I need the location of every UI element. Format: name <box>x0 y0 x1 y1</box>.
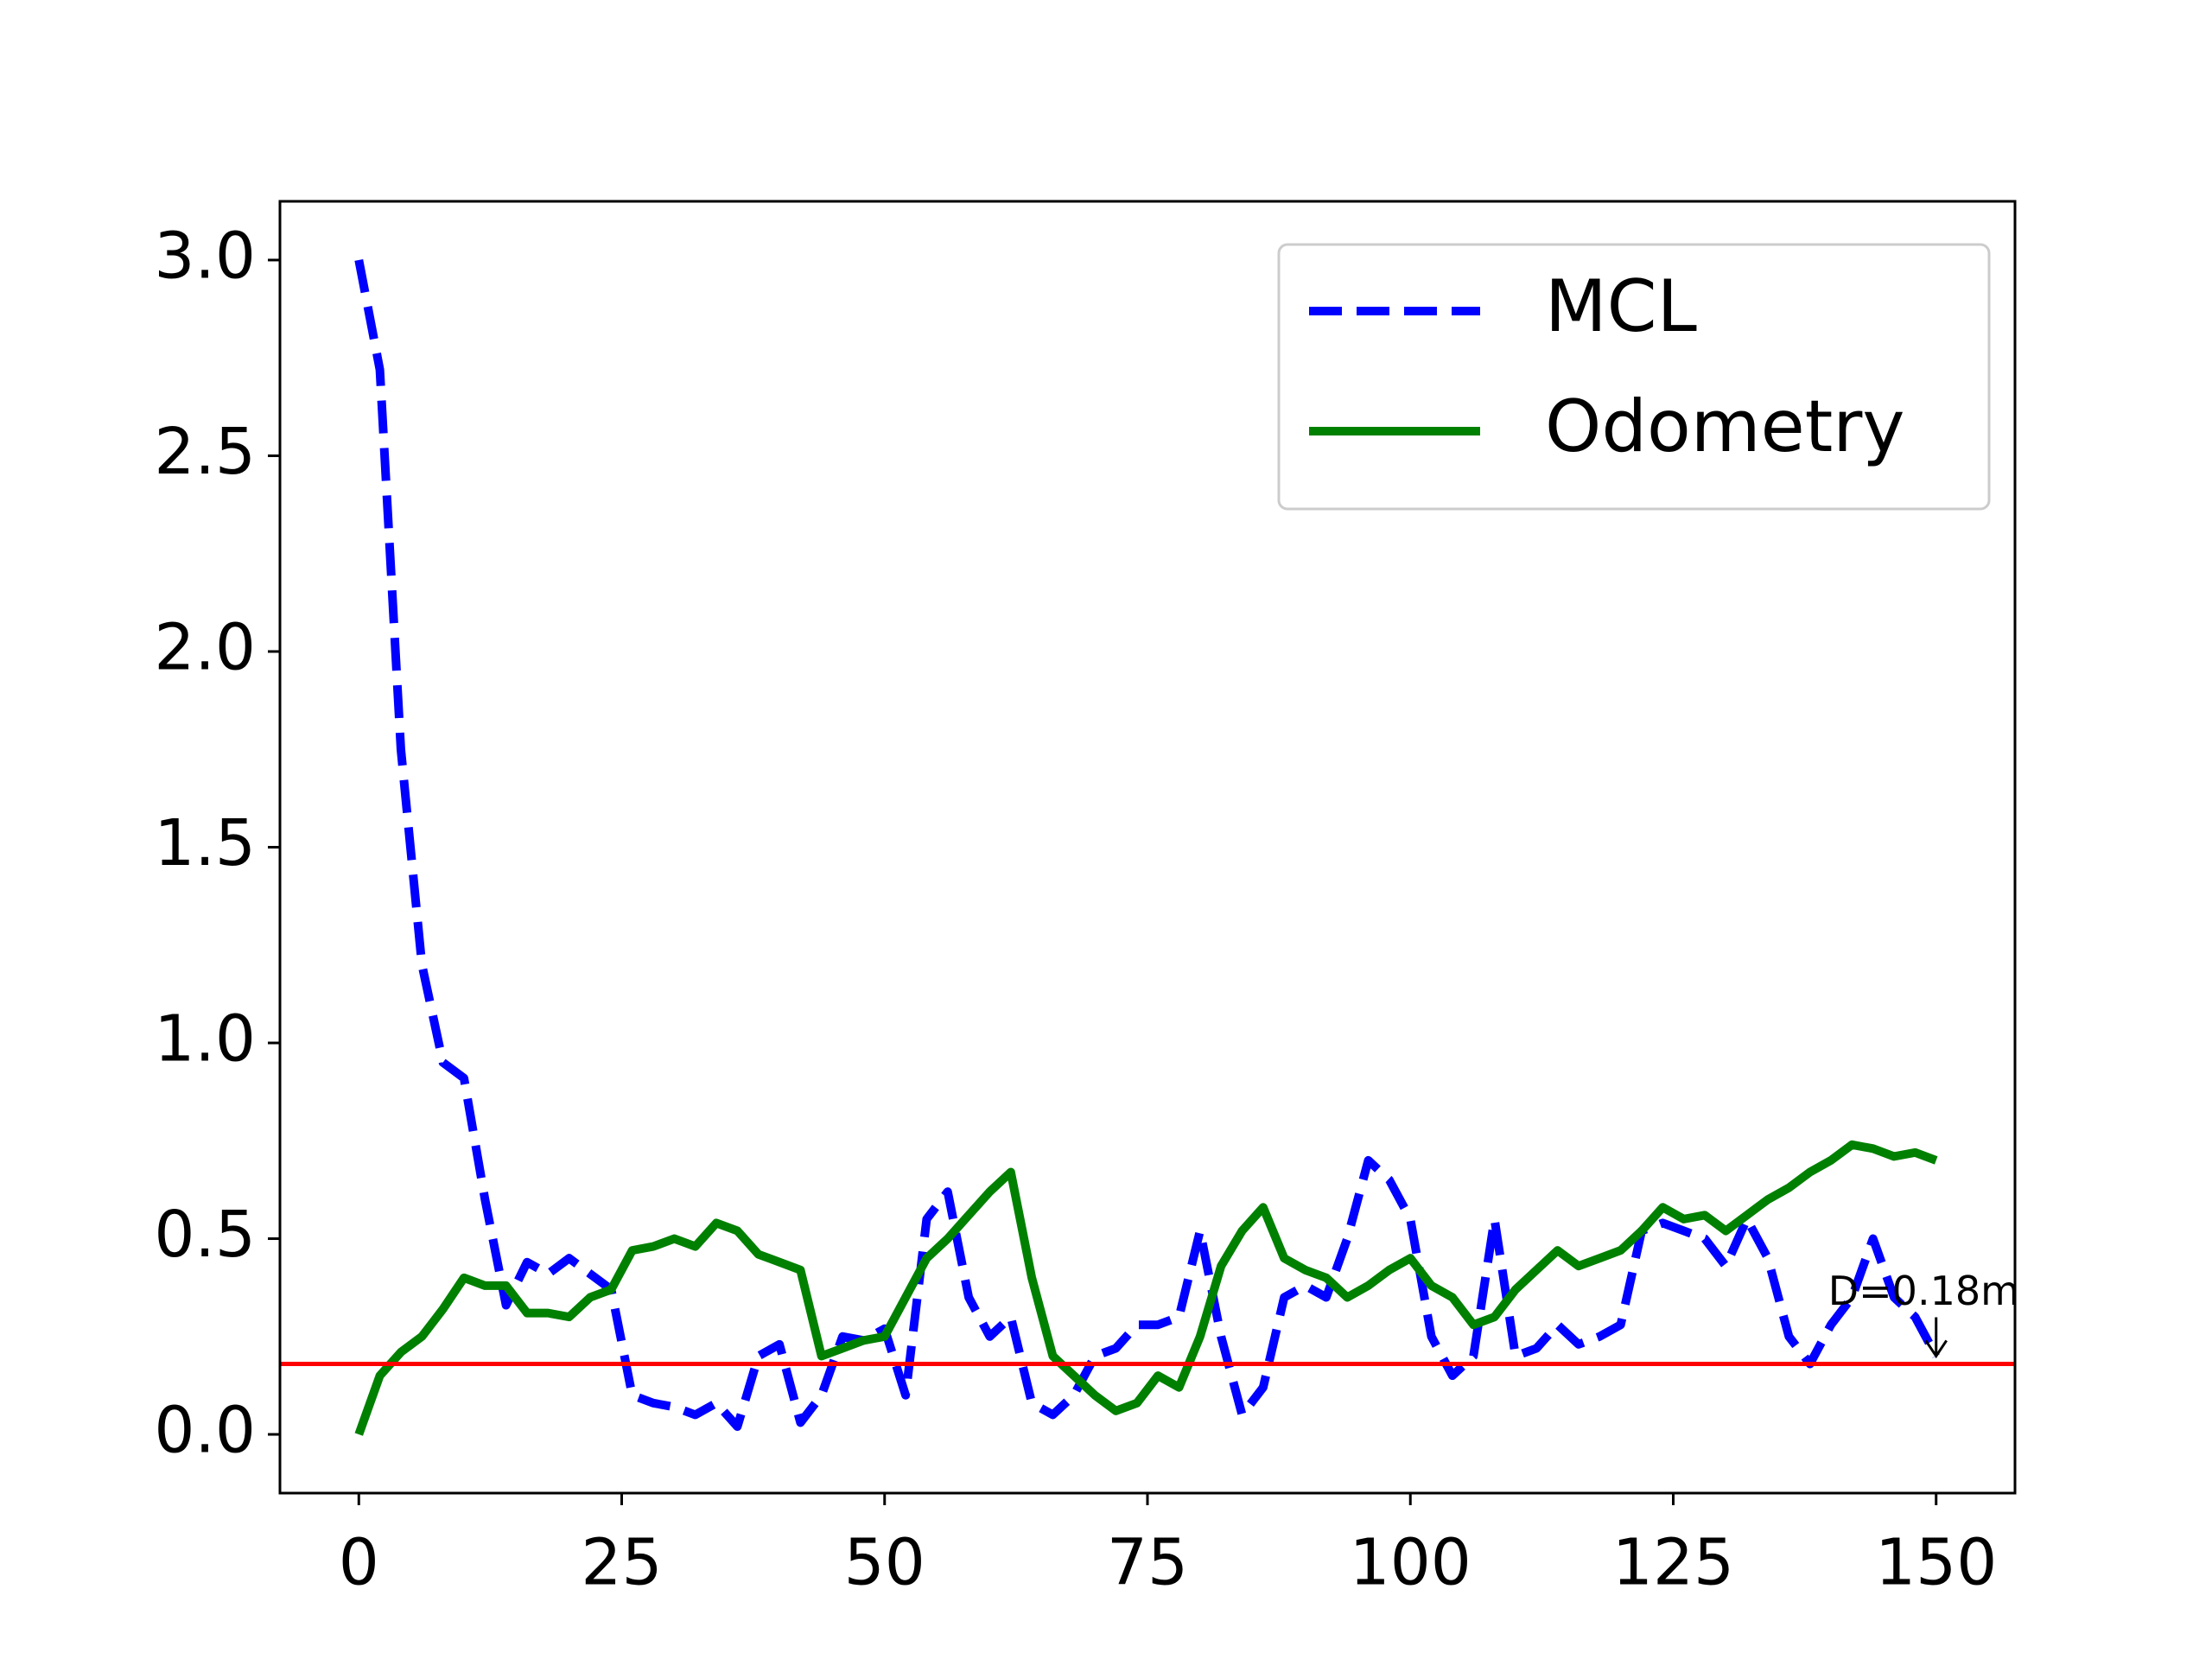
y-tick-label: 3.0 <box>154 219 256 293</box>
data-line <box>354 259 1941 1431</box>
x-tick-label: 75 <box>1107 1526 1188 1600</box>
y-tick-label: 2.0 <box>154 610 256 684</box>
x-tick-label: 25 <box>581 1526 662 1600</box>
y-tick-label: 2.5 <box>154 415 256 489</box>
legend-label: Odometry <box>1545 385 1905 468</box>
annotation: D=0.18m <box>1828 1268 2019 1314</box>
x-tick-label: 150 <box>1875 1526 1997 1600</box>
y-tick-label: 0.0 <box>154 1394 256 1468</box>
x-tick-label: 125 <box>1612 1526 1734 1600</box>
plot-frame <box>278 200 2017 1495</box>
y-tick-label: 1.0 <box>154 1002 256 1077</box>
annotation-arrow <box>1924 1317 1948 1359</box>
legend-label: MCL <box>1545 264 1697 348</box>
y-tick-label: 1.5 <box>154 806 256 880</box>
x-tick-label: 0 <box>339 1526 379 1600</box>
x-tick-label: 50 <box>844 1526 925 1600</box>
y-tick-label: 0.5 <box>154 1198 256 1272</box>
x-tick-label: 100 <box>1350 1526 1471 1600</box>
data-line <box>354 1140 1938 1436</box>
